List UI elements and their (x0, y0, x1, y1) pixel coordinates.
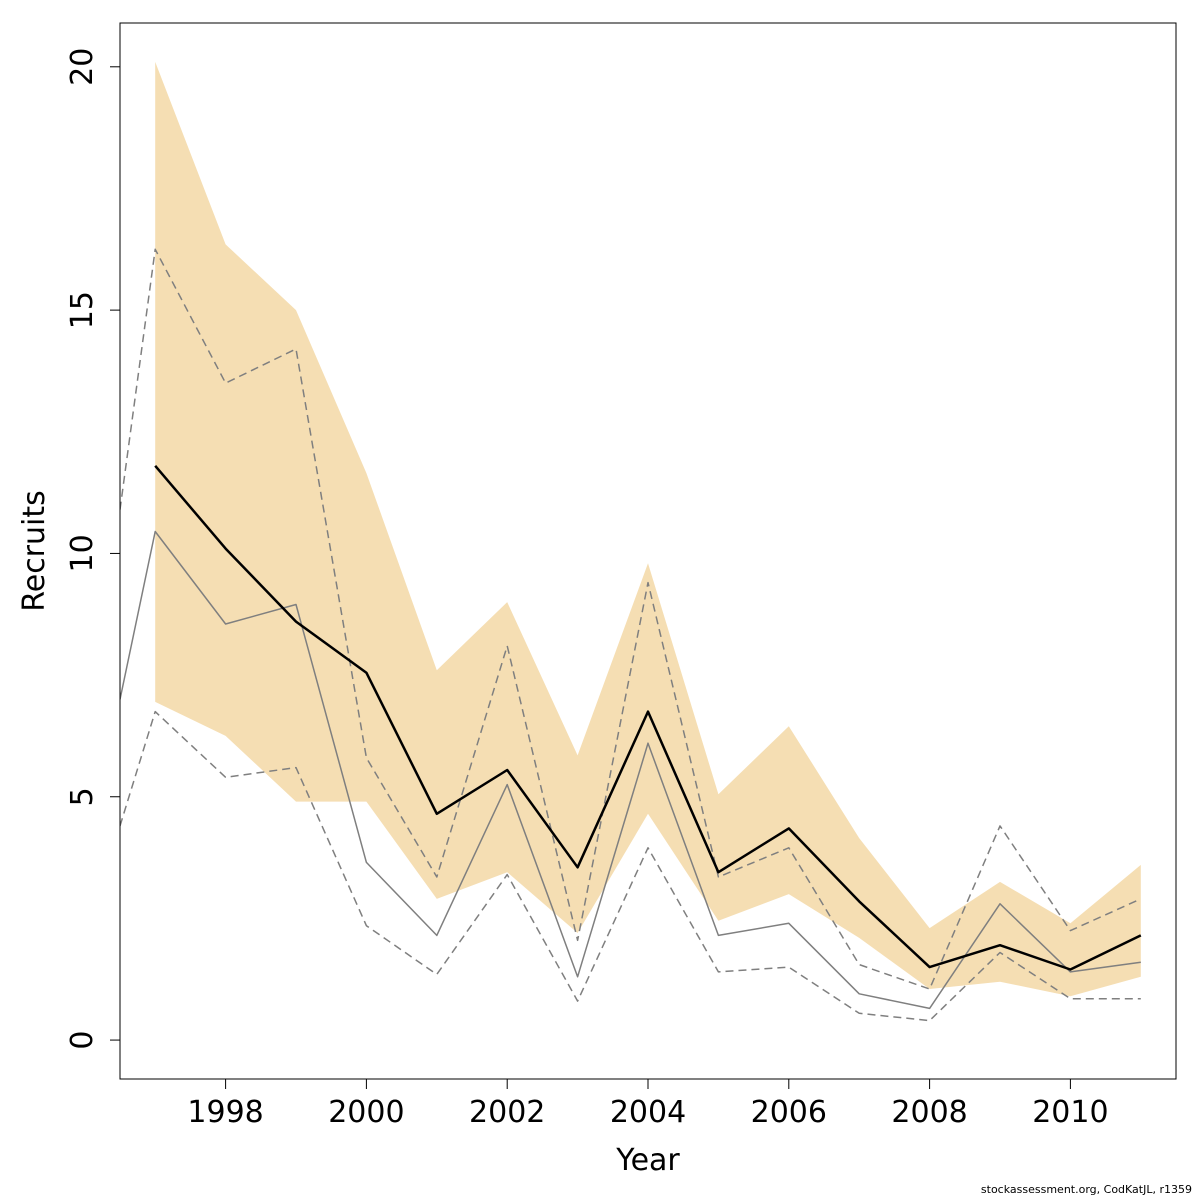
x-tick-label-1998: 1998 (187, 1095, 263, 1130)
series-line-1 (154, 464, 1142, 971)
plot-area (120, 61, 1142, 1022)
x-tick-label-2002: 2002 (469, 1095, 545, 1130)
y-tick-label-0: 0 (65, 1031, 100, 1050)
y-tick-label-20: 20 (65, 48, 100, 86)
x-tick-label-2000: 2000 (328, 1095, 404, 1130)
x-tick-label-2004: 2004 (610, 1095, 686, 1130)
series-line-3 (120, 248, 1142, 990)
x-axis-title: Year (615, 1143, 680, 1178)
x-tick-label-2006: 2006 (751, 1095, 827, 1130)
y-tick-label-15: 15 (65, 291, 100, 329)
series-line-4 (120, 710, 1141, 1022)
y-axis: 0 5 10 15 20 (65, 48, 120, 1050)
x-tick-label-2010: 2010 (1032, 1095, 1108, 1130)
confidence-band (155, 61, 1141, 997)
x-axis: 1998 2000 2002 2004 2006 2008 2010 (187, 1079, 1109, 1130)
y-axis-title: Recruits (17, 490, 52, 612)
x-tick-label-2008: 2008 (891, 1095, 967, 1130)
source-credit: stockassessment.org, CodKatJL, r1359 (980, 1183, 1192, 1196)
y-tick-label-10: 10 (65, 534, 100, 572)
y-tick-label-5: 5 (65, 787, 100, 806)
